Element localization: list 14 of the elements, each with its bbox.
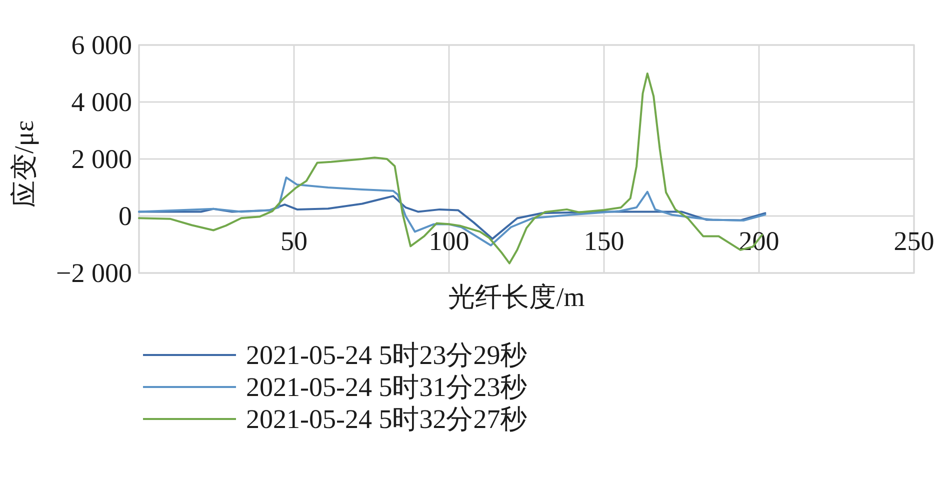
x-tick-label: 50 (280, 226, 308, 256)
y-tick-label: 2 000 (71, 144, 132, 174)
y-tick-label: 4 000 (71, 87, 132, 117)
x-axis-title: 光纤长度/m (448, 282, 585, 312)
y-tick-label: 6 000 (71, 30, 132, 60)
x-tick-label: 100 (428, 226, 470, 256)
y-axis-title: 应变/με (9, 120, 39, 208)
y-tick-label: −2 000 (56, 258, 132, 288)
x-tick-label: 250 (894, 226, 934, 256)
y-tick-label: 0 (118, 201, 132, 231)
legend-label: 2021-05-24 5时31分23秒 (246, 372, 528, 402)
x-tick-label: 150 (584, 226, 624, 256)
legend-label: 2021-05-24 5时23分29秒 (246, 340, 528, 370)
legend-label: 2021-05-24 5时32分27秒 (246, 404, 528, 434)
